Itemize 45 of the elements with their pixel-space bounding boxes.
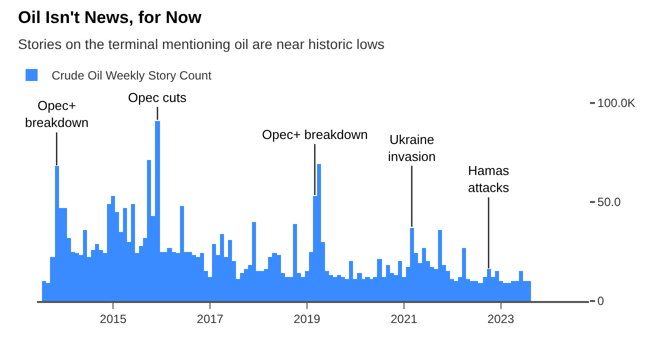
bar xyxy=(147,160,151,301)
bar xyxy=(462,248,466,301)
bar xyxy=(349,261,353,301)
bar xyxy=(200,253,204,301)
x-tick-label: 2015 xyxy=(100,312,127,326)
bar xyxy=(228,240,232,301)
bar xyxy=(527,281,531,301)
legend-label: Crude Oil Weekly Story Count xyxy=(52,68,212,83)
bar xyxy=(167,248,172,301)
y-tick-label: 50.0 xyxy=(597,195,622,210)
x-tick-label: 2023 xyxy=(487,312,514,326)
x-tick-label: 2021 xyxy=(390,312,418,326)
bar xyxy=(220,234,224,301)
y-tick-label: 100.0K xyxy=(597,96,636,110)
bar xyxy=(83,230,87,301)
bar xyxy=(123,208,127,301)
bar xyxy=(272,253,277,301)
annotation: Opec+ breakdown xyxy=(262,127,368,142)
chart-subtitle: Stories on the terminal mentioning oil are near historic lows xyxy=(18,36,385,52)
bar xyxy=(240,273,244,301)
bar xyxy=(495,271,499,301)
bar xyxy=(386,265,390,301)
bar xyxy=(398,261,402,301)
bar xyxy=(293,224,297,301)
bar xyxy=(410,228,414,301)
bar xyxy=(155,121,160,301)
chart-title: Oil Isn't News, for Now xyxy=(18,8,202,27)
x-tick-label: 2017 xyxy=(196,312,224,326)
bar xyxy=(212,244,216,301)
annotation: Hamas attacks xyxy=(468,163,510,195)
x-tick-label: 2019 xyxy=(294,312,321,326)
bar xyxy=(317,164,321,301)
annotation: Opec+ breakdown xyxy=(25,98,89,130)
bar xyxy=(519,271,523,301)
bar xyxy=(377,259,382,301)
annotation: Opec cuts xyxy=(128,90,188,105)
bar xyxy=(422,248,426,301)
annotation: Ukraine invasion xyxy=(388,132,436,164)
y-tick-label: 0 xyxy=(597,294,604,308)
bar xyxy=(180,206,184,301)
bar xyxy=(487,269,491,301)
bar xyxy=(63,208,67,301)
bar xyxy=(42,281,46,301)
bar xyxy=(438,230,442,301)
bar xyxy=(131,204,135,301)
